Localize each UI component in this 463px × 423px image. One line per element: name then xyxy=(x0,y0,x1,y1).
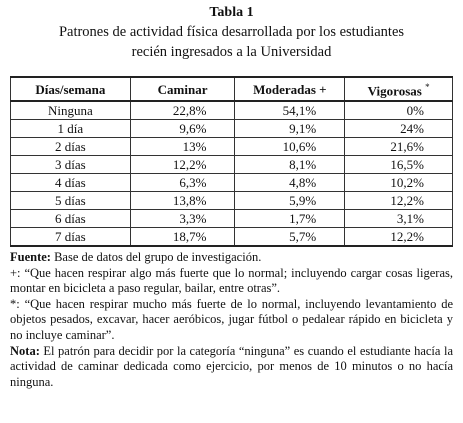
column-header: Días/semana xyxy=(10,76,131,102)
note-text: El patrón para decidir por la categoría … xyxy=(10,343,453,389)
cell: 12,2% xyxy=(344,191,453,210)
cell: 22,8% xyxy=(129,100,236,120)
cell: 5,7% xyxy=(234,227,346,247)
cell: 18,7% xyxy=(129,227,236,247)
row-label: 1 día xyxy=(10,119,131,138)
table-body: Ninguna 22,8% 54,1% 0% 1 día 9,6% 9,1% 24% 2 día… xyxy=(10,100,453,247)
cell: 6,3% xyxy=(129,173,236,192)
table-row: 1 día 9,6% 9,1% 24% xyxy=(10,119,453,138)
table-row: 7 días 18,7% 5,7% 12,2% xyxy=(10,227,453,247)
row-label: 5 días xyxy=(10,191,131,210)
cell: 54,1% xyxy=(234,100,346,120)
column-header: Vigorosas * xyxy=(344,76,453,102)
cell: 5,9% xyxy=(234,191,346,210)
column-header-text: Caminar xyxy=(157,81,208,97)
note-label: +: xyxy=(10,265,21,280)
cell: 12,2% xyxy=(129,155,236,174)
note-text: “Que hacen respirar algo más fuerte que … xyxy=(10,265,454,296)
cell: 0% xyxy=(344,100,453,120)
cell: 16,5% xyxy=(344,155,453,174)
cell: 24% xyxy=(344,119,453,138)
cell: 3,3% xyxy=(129,209,236,228)
cell: 10,6% xyxy=(234,137,346,156)
row-label: 3 días xyxy=(10,155,131,174)
column-header-text: Días/semana xyxy=(35,81,106,97)
caption-line: Patrones de actividad física desarrollad… xyxy=(58,24,405,40)
cell: 13,8% xyxy=(129,191,236,210)
cell: 3,1% xyxy=(344,209,453,228)
cell: 4,8% xyxy=(234,173,346,192)
table-title: Tabla 1 xyxy=(209,5,254,20)
column-mark: * xyxy=(425,81,430,92)
column-header: Moderadas + xyxy=(234,76,346,102)
cell: 10,2% xyxy=(344,173,453,192)
note-label: *: xyxy=(10,296,20,311)
table-row: 4 días 6,3% 4,8% 10,2% xyxy=(10,173,453,192)
note: Fuente: Base de datos del grupo de inves… xyxy=(10,250,453,266)
cell: 13% xyxy=(129,137,236,156)
note: Nota: El patrón para decidir por la cate… xyxy=(10,344,453,391)
column-header-text: Vigorosas xyxy=(367,83,422,99)
row-label: 4 días xyxy=(10,173,131,192)
data-table: Días/semana Caminar Moderadas + Vigorosas *… xyxy=(10,76,453,247)
cell: 9,1% xyxy=(234,119,346,138)
cell: 9,6% xyxy=(129,119,236,138)
cell: 8,1% xyxy=(234,155,346,174)
row-label: Ninguna xyxy=(10,100,131,120)
table-row: Ninguna 22,8% 54,1% 0% xyxy=(10,100,453,120)
column-header: Caminar xyxy=(129,76,236,102)
notes: Fuente: Base de datos del grupo de inves… xyxy=(10,250,453,390)
table-row: 6 días 3,3% 1,7% 3,1% xyxy=(10,209,453,228)
note-text: “Que hacen respirar mucho más fuerte de … xyxy=(10,296,453,342)
row-label: 7 días xyxy=(10,227,131,247)
note: +: “Que hacen respirar algo más fuerte q… xyxy=(10,266,453,297)
header-row: Días/semana Caminar Moderadas + Vigorosas * xyxy=(10,76,453,102)
table-row: 3 días 12,2% 8,1% 16,5% xyxy=(10,155,453,174)
cell: 1,7% xyxy=(234,209,346,228)
note: *: “Que hacen respirar mucho más fuerte … xyxy=(10,297,453,344)
row-label: 2 días xyxy=(10,137,131,156)
caption-line: recién ingresados a la Universidad xyxy=(131,44,332,60)
column-header-text: Moderadas + xyxy=(253,81,327,97)
table-row: 2 días 13% 10,6% 21,6% xyxy=(10,137,453,156)
cell: 21,6% xyxy=(344,137,453,156)
note-label: Fuente: xyxy=(10,250,51,264)
note-text: Base de datos del grupo de investigación… xyxy=(54,250,262,264)
cell: 12,2% xyxy=(344,227,453,247)
row-label: 6 días xyxy=(10,209,131,228)
table-row: 5 días 13,8% 5,9% 12,2% xyxy=(10,191,453,210)
note-label: Nota: xyxy=(10,343,40,358)
